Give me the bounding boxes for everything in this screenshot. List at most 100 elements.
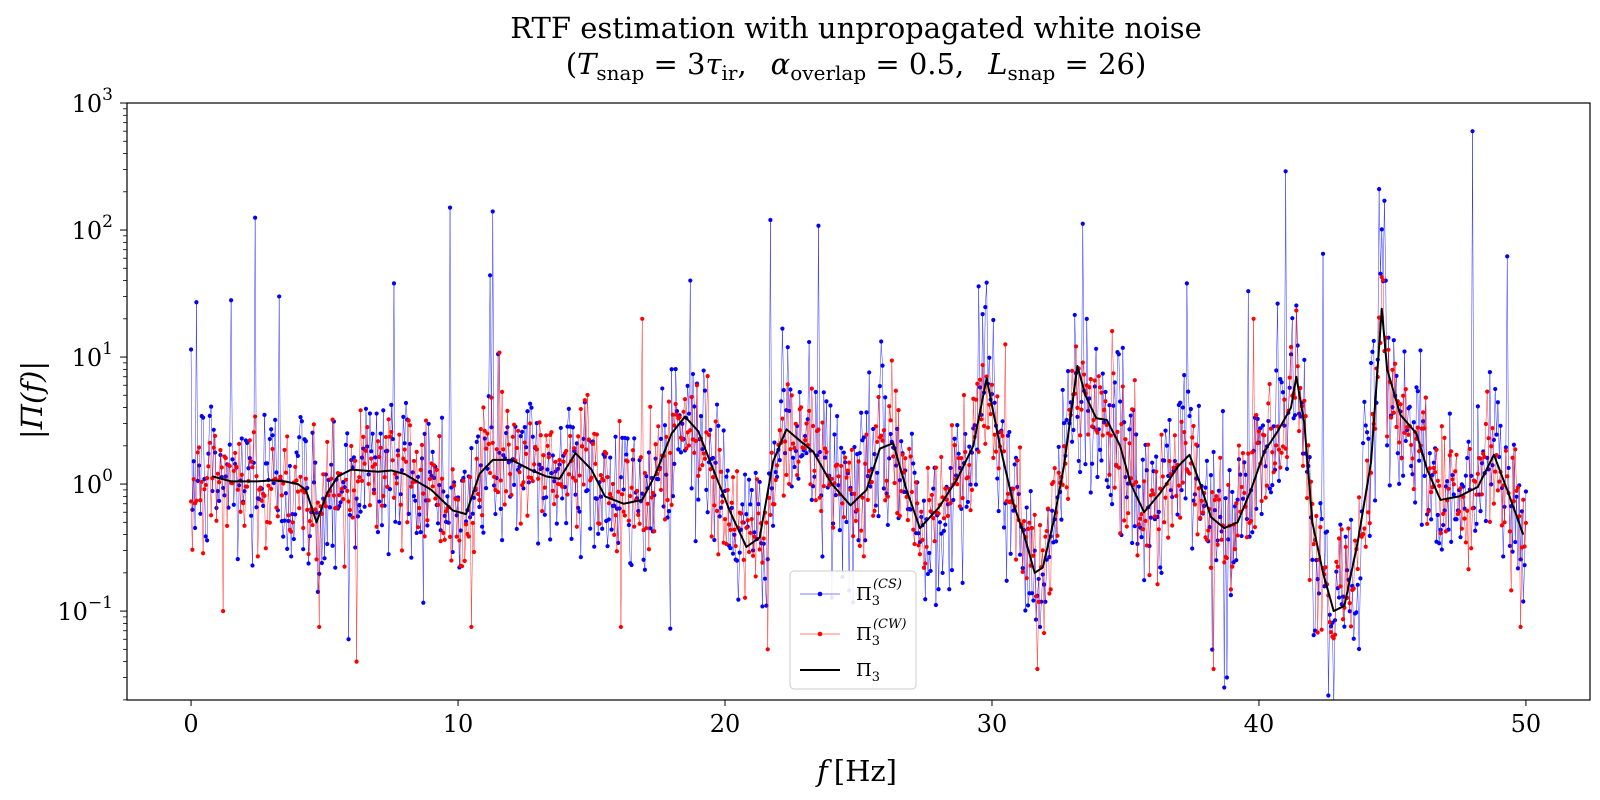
data-point [1142, 578, 1147, 583]
data-point [417, 512, 422, 517]
data-point [1127, 441, 1132, 446]
data-point [1419, 522, 1424, 527]
data-point [1000, 433, 1005, 438]
data-point [1453, 469, 1458, 474]
data-point [860, 495, 865, 500]
data-point [1270, 483, 1275, 488]
data-point [1278, 465, 1283, 470]
data-point [403, 400, 409, 406]
data-point [1085, 432, 1091, 437]
data-point [1274, 443, 1279, 448]
data-point [1011, 486, 1016, 491]
data-point [423, 418, 429, 423]
data-point [852, 444, 857, 450]
data-point [1187, 471, 1192, 476]
data-point [629, 485, 634, 490]
data-point [696, 497, 701, 502]
data-point [844, 519, 849, 525]
x-tick-label: 30 [977, 710, 1008, 738]
data-point [1441, 522, 1446, 528]
data-point [1240, 451, 1246, 456]
data-point [310, 522, 315, 528]
data-point [200, 551, 206, 556]
data-point [803, 433, 808, 439]
data-point [598, 473, 603, 478]
data-point [325, 541, 330, 547]
chart-title: RTF estimation with unpropagated white n… [510, 11, 1202, 45]
data-point [879, 433, 884, 438]
data-point [389, 402, 394, 407]
data-point [556, 466, 561, 471]
data-point [939, 531, 944, 536]
data-point [455, 497, 461, 502]
data-point [726, 522, 732, 527]
data-point [925, 465, 931, 470]
data-point [1234, 501, 1239, 506]
data-point [673, 401, 678, 407]
data-point [1402, 430, 1407, 435]
data-point [1340, 617, 1346, 622]
data-point [395, 453, 401, 458]
data-point [1191, 423, 1196, 429]
data-point [1071, 427, 1076, 433]
data-point [1323, 565, 1328, 570]
data-point [443, 509, 449, 514]
data-point [294, 478, 299, 483]
data-point [322, 556, 327, 561]
data-point [239, 472, 244, 477]
data-point [1470, 506, 1475, 511]
data-point [454, 513, 459, 518]
data-point [438, 538, 443, 544]
data-point [1178, 515, 1183, 520]
data-point [1248, 518, 1254, 524]
data-point [1311, 633, 1316, 638]
data-point [298, 415, 303, 420]
data-point [307, 519, 312, 524]
data-point [475, 491, 481, 497]
data-point [425, 518, 430, 523]
data-point [724, 541, 729, 547]
data-point [957, 504, 963, 509]
data-point [1294, 303, 1299, 308]
data-point [1060, 482, 1065, 487]
data-point [1163, 428, 1168, 433]
data-point [807, 339, 812, 345]
data-point [692, 404, 697, 409]
data-point [1489, 444, 1494, 449]
data-point [1047, 591, 1052, 596]
data-point [1136, 484, 1141, 489]
data-point [984, 280, 989, 285]
data-point [194, 300, 199, 305]
data-point [1204, 537, 1209, 542]
data-point [888, 431, 893, 437]
legend-box [789, 570, 917, 690]
data-point [742, 472, 748, 477]
data-point [1518, 624, 1523, 630]
data-point [1056, 470, 1061, 475]
data-point [369, 456, 374, 461]
data-point [813, 498, 818, 503]
data-point [1311, 542, 1316, 547]
data-point [552, 502, 557, 507]
data-point [552, 479, 557, 484]
data-point [1465, 455, 1470, 461]
data-point [702, 388, 708, 393]
data-point [933, 465, 939, 470]
data-point [907, 446, 912, 451]
x-axis-label: f [Hz] [815, 754, 897, 788]
data-point [696, 473, 701, 478]
data-point [561, 459, 566, 464]
data-point [374, 411, 379, 416]
data-point [714, 508, 720, 513]
data-point [490, 209, 495, 214]
x-tick-label: 0 [183, 710, 198, 738]
data-point [1235, 497, 1240, 502]
data-point [1075, 414, 1080, 419]
data-point [1055, 533, 1060, 538]
data-point [303, 476, 308, 481]
data-point [454, 534, 459, 539]
data-point [1224, 555, 1230, 561]
data-point [637, 521, 642, 526]
data-point [1367, 521, 1372, 526]
data-point [194, 498, 199, 503]
